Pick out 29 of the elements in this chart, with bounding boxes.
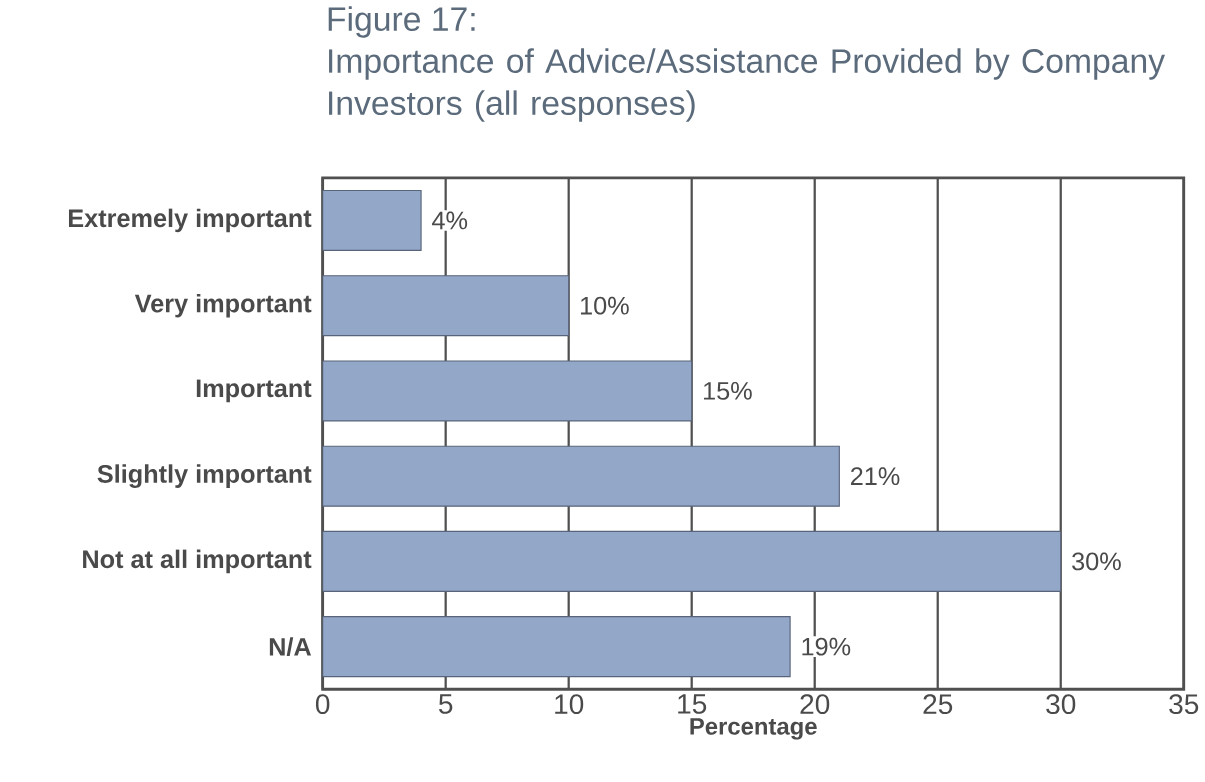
y-tick-label: Not at all important (83, 549, 312, 574)
x-tick-label: 30 (1046, 694, 1076, 715)
x-tick-label: 15 (678, 694, 707, 714)
x-tick-label: 0 (315, 694, 330, 715)
x-tick-label: 10 (555, 694, 584, 715)
y-tick-label: Very important (134, 293, 312, 318)
chart-title: Figure 17: (328, 6, 475, 38)
data-label: 10% (581, 296, 629, 315)
y-tick-label: Extremely important (68, 208, 312, 233)
x-tick-label: 20 (800, 694, 830, 715)
y-tick-label: N/A (269, 637, 312, 656)
bar (322, 189, 422, 251)
data-label: 21% (850, 467, 900, 485)
chart-subtitle: Importance of Advice/Assistance Provided by Company Investors (all responses) (329, 48, 1165, 122)
x-tick-label: 35 (1169, 694, 1199, 715)
x-axis-title: Percentage (690, 718, 817, 740)
x-tick-label: 25 (923, 694, 953, 715)
bar (322, 445, 840, 507)
bar (322, 530, 1062, 592)
bar (322, 275, 570, 337)
data-label: 19% (802, 637, 851, 656)
y-tick-label: Important (196, 379, 312, 403)
data-label: 4% (432, 211, 468, 230)
data-label: 30% (1072, 552, 1121, 571)
bar (322, 360, 693, 422)
bar (322, 616, 791, 678)
y-tick-label: Slightly important (97, 464, 312, 488)
x-tick-label: 5 (438, 694, 453, 714)
data-label: 15% (704, 381, 752, 400)
